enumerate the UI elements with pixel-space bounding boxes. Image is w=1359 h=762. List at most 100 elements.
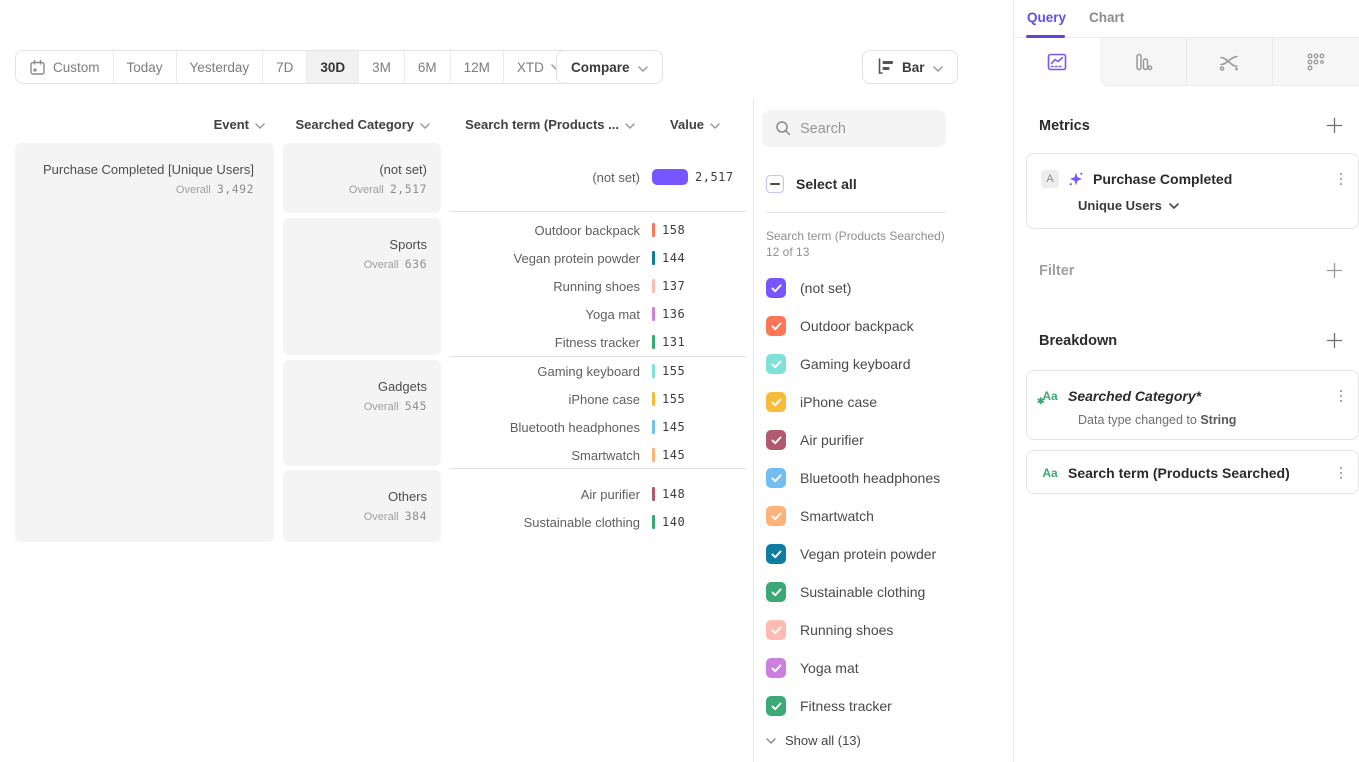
breakdown-menu-button[interactable] bbox=[1336, 463, 1347, 484]
category-name: Others bbox=[293, 488, 427, 506]
breakdown-menu-button[interactable] bbox=[1336, 386, 1347, 407]
legend-item-checkbox[interactable]: Yoga mat bbox=[766, 649, 940, 687]
select-all-checkbox[interactable]: Select all bbox=[766, 175, 857, 193]
string-property-icon: Aa bbox=[1041, 466, 1059, 480]
legend-item-label: iPhone case bbox=[800, 394, 877, 410]
legend-item-checkbox[interactable]: Gaming keyboard bbox=[766, 345, 940, 383]
breakdown-card[interactable]: Aa✱ Searched Category* Data type changed… bbox=[1026, 370, 1359, 440]
date-range-7d[interactable]: 7D bbox=[262, 51, 306, 83]
legend-item-checkbox[interactable]: Bluetooth headphones bbox=[766, 459, 940, 497]
category-name: Sports bbox=[293, 236, 427, 254]
column-header-value[interactable]: Value bbox=[640, 117, 720, 132]
search-input[interactable] bbox=[800, 110, 940, 147]
retention-icon bbox=[1306, 52, 1326, 72]
legend-item-checkbox[interactable]: Outdoor backpack bbox=[766, 307, 940, 345]
date-range-today[interactable]: Today bbox=[113, 51, 176, 83]
calendar-icon bbox=[29, 59, 46, 76]
checked-checkbox-icon bbox=[766, 354, 786, 374]
term-row: Fitness tracker 131 bbox=[450, 328, 746, 356]
tab-query[interactable]: Query bbox=[1027, 10, 1066, 25]
aggregation-dropdown[interactable]: Unique Users bbox=[1027, 198, 1358, 213]
breakdown-property-name: Searched Category* bbox=[1068, 388, 1327, 404]
term-label: Smartwatch bbox=[450, 448, 640, 463]
checked-checkbox-icon bbox=[766, 506, 786, 526]
funnels-icon bbox=[1133, 52, 1153, 72]
chart-type-label: Bar bbox=[902, 60, 925, 75]
column-header-category[interactable]: Searched Category bbox=[283, 117, 430, 132]
legend-item-checkbox[interactable]: Sustainable clothing bbox=[766, 573, 940, 611]
category-overall: Overall 545 bbox=[293, 399, 427, 413]
legend-item-checkbox[interactable]: iPhone case bbox=[766, 383, 940, 421]
term-label: iPhone case bbox=[450, 392, 640, 407]
report-type-tab-flows[interactable] bbox=[1186, 38, 1273, 86]
term-value: 131 bbox=[662, 335, 685, 349]
term-group: (not set) 2,517 bbox=[450, 143, 746, 212]
chevron-down-icon bbox=[420, 123, 430, 129]
check-icon bbox=[771, 322, 782, 331]
column-header-event[interactable]: Event bbox=[15, 117, 265, 132]
date-range-6m[interactable]: 6M bbox=[404, 51, 450, 83]
category-name: Gadgets bbox=[293, 378, 427, 396]
term-value: 144 bbox=[662, 251, 685, 265]
breakdown-card[interactable]: Aa Search term (Products Searched) bbox=[1026, 450, 1359, 494]
legend-item-checkbox[interactable]: Running shoes bbox=[766, 611, 940, 649]
term-row: Yoga mat 136 bbox=[450, 300, 746, 328]
term-value: 145 bbox=[662, 420, 685, 434]
chart-type-button[interactable]: Bar bbox=[862, 50, 958, 84]
compare-button[interactable]: Compare bbox=[556, 50, 663, 84]
add-metric-button[interactable] bbox=[1324, 115, 1345, 136]
date-range-12m[interactable]: 12M bbox=[450, 51, 503, 83]
add-filter-button[interactable] bbox=[1324, 260, 1345, 281]
checked-checkbox-icon bbox=[766, 316, 786, 336]
legend-item-label: Sustainable clothing bbox=[800, 584, 925, 600]
report-type-tab-insights[interactable] bbox=[1014, 38, 1100, 86]
check-icon bbox=[771, 398, 782, 407]
date-range-30d[interactable]: 30D bbox=[306, 51, 358, 83]
chevron-down-icon bbox=[766, 738, 776, 744]
term-label: Running shoes bbox=[450, 279, 640, 294]
metric-card[interactable]: A Purchase Completed Unique Users bbox=[1026, 153, 1359, 229]
term-value: 136 bbox=[662, 307, 685, 321]
column-header-search-term[interactable]: Search term (Products ... bbox=[450, 117, 635, 132]
checked-checkbox-icon bbox=[766, 658, 786, 678]
term-group: Air purifier 148Sustainable clothing 140 bbox=[450, 470, 746, 542]
value-bar bbox=[652, 515, 655, 529]
show-all-button[interactable]: Show all (13) bbox=[766, 733, 861, 748]
legend-item-checkbox[interactable]: Air purifier bbox=[766, 421, 940, 459]
term-group: Gaming keyboard 155iPhone case 155Blueto… bbox=[450, 357, 746, 469]
check-icon bbox=[771, 702, 782, 711]
legend-item-label: Running shoes bbox=[800, 622, 893, 638]
breakdown-property-name: Search term (Products Searched) bbox=[1068, 465, 1327, 481]
term-group: Outdoor backpack 158Vegan protein powder… bbox=[450, 213, 746, 357]
insights-icon bbox=[1047, 52, 1067, 72]
date-range-3m[interactable]: 3M bbox=[358, 51, 404, 83]
tab-chart[interactable]: Chart bbox=[1089, 10, 1124, 25]
bar-chart-icon bbox=[877, 58, 894, 77]
legend-divider bbox=[766, 212, 946, 213]
chevron-down-icon bbox=[420, 117, 430, 132]
chevron-down-icon bbox=[255, 123, 265, 129]
legend-item-checkbox[interactable]: (not set) bbox=[766, 269, 940, 307]
legend-item-checkbox[interactable]: Vegan protein powder bbox=[766, 535, 940, 573]
report-type-tab-retention[interactable] bbox=[1272, 38, 1359, 86]
compare-label: Compare bbox=[571, 60, 630, 75]
report-type-tab-funnel[interactable] bbox=[1100, 38, 1186, 86]
chevron-down-icon bbox=[638, 66, 648, 72]
legend-group-label: Search term (Products Searched) 12 of 13 bbox=[766, 228, 961, 260]
category-card: Sports Overall 636 bbox=[283, 218, 441, 355]
event-name: Purchase Completed [Unique Users] bbox=[25, 161, 254, 179]
date-range-yesterday[interactable]: Yesterday bbox=[176, 51, 263, 83]
term-value: 137 bbox=[662, 279, 685, 293]
term-value: 2,517 bbox=[695, 170, 734, 184]
metric-menu-button[interactable] bbox=[1336, 169, 1347, 190]
term-label: Gaming keyboard bbox=[450, 364, 640, 379]
legend-item-checkbox[interactable]: Smartwatch bbox=[766, 497, 940, 535]
filter-header: Filter bbox=[1039, 260, 1345, 281]
date-range-custom[interactable]: Custom bbox=[16, 51, 113, 83]
chevron-down-icon bbox=[1169, 203, 1179, 209]
legend-item-checkbox[interactable]: Fitness tracker bbox=[766, 687, 940, 725]
breakdown-header: Breakdown bbox=[1039, 330, 1345, 351]
add-breakdown-button[interactable] bbox=[1324, 330, 1345, 351]
query-panel: Query Chart Metrics A Purchase Comple bbox=[1013, 0, 1359, 762]
breakdown-note: Data type changed to String bbox=[1027, 413, 1358, 427]
